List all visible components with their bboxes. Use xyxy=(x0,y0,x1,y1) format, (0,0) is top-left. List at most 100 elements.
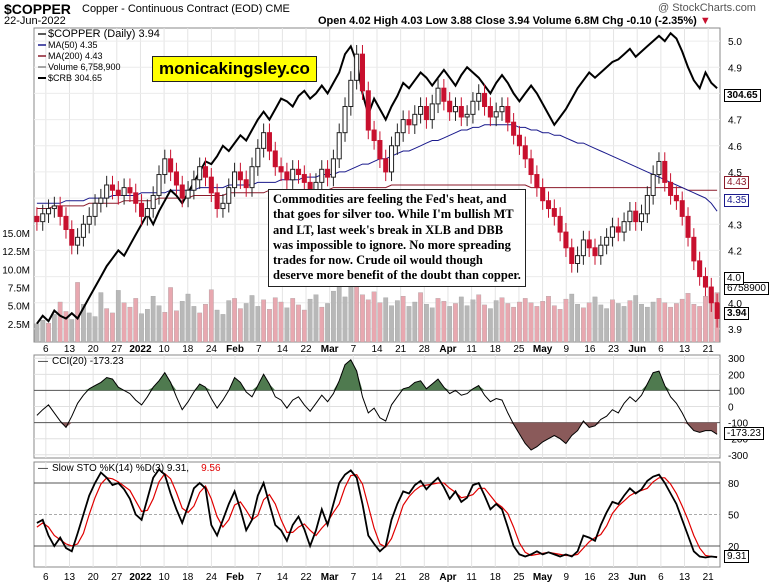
volume-bar xyxy=(226,300,232,343)
volume-bar xyxy=(313,294,319,343)
x-tick-label: 21 xyxy=(703,572,715,583)
candle-body xyxy=(330,158,336,178)
volume-bar xyxy=(110,312,115,343)
volume-bar xyxy=(191,306,197,343)
candle-body xyxy=(98,197,104,204)
candle-body xyxy=(511,121,517,136)
volume-bar xyxy=(679,298,685,343)
volume-bar xyxy=(133,298,139,343)
sto-tick-label: 20 xyxy=(728,542,740,553)
x-tick-label: 21 xyxy=(703,344,715,355)
x-tick-label: 18 xyxy=(182,344,194,355)
volume-bar xyxy=(214,309,220,343)
price-tick-label: 4.9 xyxy=(728,63,742,74)
volume-bar xyxy=(220,314,226,343)
volume-bar xyxy=(81,304,86,343)
ohlc-text: Open 4.02 High 4.03 Low 3.88 Close 3.94 … xyxy=(318,15,697,27)
volume-bar xyxy=(633,295,639,343)
x-tick-label: 11 xyxy=(466,572,477,583)
volume-bar xyxy=(505,303,511,343)
volume-bar xyxy=(575,304,580,343)
volume-bar xyxy=(98,292,104,343)
volume-bar xyxy=(615,303,621,343)
volume-bar xyxy=(208,289,214,343)
ma50-line xyxy=(36,124,718,212)
legend-entry: MA(200) 4.43 xyxy=(48,51,103,61)
volume-bar xyxy=(174,310,179,343)
volume-bar xyxy=(162,312,168,343)
volume-bar xyxy=(604,308,609,343)
volume-bar xyxy=(232,298,237,343)
volume-bar xyxy=(377,302,383,343)
candle-body xyxy=(69,228,75,246)
volume-bar xyxy=(63,311,69,343)
x-tick-label: 23 xyxy=(608,572,620,583)
candle-body xyxy=(261,132,267,149)
x-tick-label: 21 xyxy=(395,572,407,583)
candle-body xyxy=(569,247,575,265)
x-tick-label: Apr xyxy=(439,572,456,583)
candle-body xyxy=(656,160,662,176)
candle-body xyxy=(435,87,441,105)
price-tag: 3.94 xyxy=(724,307,750,320)
x-tick-label: Feb xyxy=(226,572,244,583)
candle-body xyxy=(644,194,650,215)
sto-tick-label: 50 xyxy=(728,511,740,522)
candle-body xyxy=(290,168,296,181)
volume-bar xyxy=(400,296,406,343)
volume-bar xyxy=(331,290,336,343)
price-tick-label: 4.0 xyxy=(728,299,742,310)
candle-body xyxy=(191,179,197,191)
x-tick-label: 18 xyxy=(490,344,502,355)
volume-bar xyxy=(267,309,272,343)
volume-bar xyxy=(86,312,92,343)
candle-body xyxy=(493,111,499,118)
x-tick-label: 14 xyxy=(277,344,289,355)
volume-bar xyxy=(540,301,546,343)
candle-body xyxy=(423,106,429,121)
candle-body xyxy=(476,92,482,102)
gridlines xyxy=(34,28,720,567)
volume-bar xyxy=(168,287,173,343)
ma200-line xyxy=(36,184,718,209)
volume-bar xyxy=(650,301,656,343)
x-tick-label: 2022 xyxy=(129,344,152,355)
volume-bar xyxy=(488,308,493,343)
volume-bar xyxy=(610,299,615,343)
x-tick-label: 27 xyxy=(111,344,123,355)
x-tick-label: 28 xyxy=(419,572,431,583)
x-tick-label: 16 xyxy=(584,344,596,355)
chart-date: 22-Jun-2022 xyxy=(4,15,66,27)
candle-body xyxy=(255,147,261,168)
volume-bar xyxy=(691,304,697,343)
candle-body xyxy=(127,187,133,194)
price-tag: 6758900 xyxy=(724,282,769,295)
volume-bar xyxy=(697,306,703,343)
x-tick-label: Mar xyxy=(321,572,339,583)
volume-tick-label: 10.0M xyxy=(2,265,30,276)
x-tick-label: 21 xyxy=(395,344,407,355)
x-tick-label: 22 xyxy=(300,572,312,583)
candle-body xyxy=(173,171,179,186)
candle-body xyxy=(86,215,92,225)
candle-body xyxy=(499,106,505,113)
volume-bar xyxy=(441,301,447,343)
sto-legend: Slow STO %K(14) %D(3) 9.31, xyxy=(52,463,189,474)
down-triangle-icon: ▼ xyxy=(699,15,711,27)
x-tick-label: 16 xyxy=(584,572,596,583)
sto-d-line xyxy=(36,472,718,558)
candle-body xyxy=(243,179,249,189)
x-tick-label: 14 xyxy=(277,572,289,583)
volume-bar xyxy=(418,292,423,343)
volume-bar xyxy=(586,302,592,343)
volume-bar xyxy=(482,304,487,343)
volume-bar xyxy=(272,297,278,343)
volume-bar xyxy=(656,298,662,343)
volume-bar xyxy=(197,312,203,343)
volume-bar xyxy=(703,296,708,343)
volume-bar xyxy=(685,293,691,343)
x-tick-label: 20 xyxy=(88,572,100,583)
candle-body xyxy=(226,187,232,204)
candle-body xyxy=(580,239,586,257)
cci-tick-label: 0 xyxy=(728,403,734,414)
